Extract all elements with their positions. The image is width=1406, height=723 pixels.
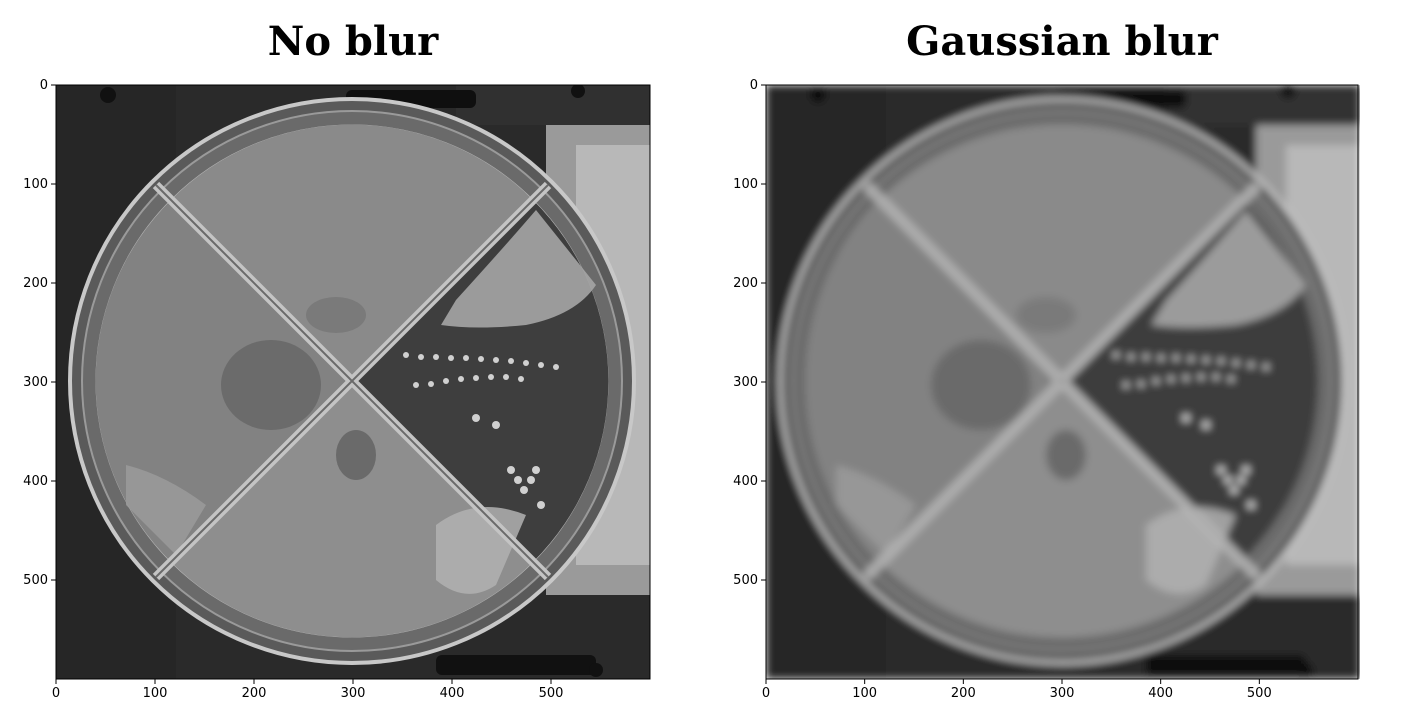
axes-no-blur: 0 100 200 300 400 500 0 100 200 300 400 500 <box>23 78 563 701</box>
y-tick-label: 0 <box>40 78 48 93</box>
y-tick-label: 400 <box>23 474 48 489</box>
image-no-blur <box>55 84 651 680</box>
x-tick-label: 300 <box>1050 686 1075 701</box>
x-tick-label: 500 <box>1247 686 1272 701</box>
x-tick-label: 0 <box>762 686 770 701</box>
y-tick-label: 400 <box>733 474 758 489</box>
y-tick-label: 100 <box>23 177 48 192</box>
x-tick-label: 500 <box>539 686 564 701</box>
panel-title-no-blur: No blur <box>267 18 439 65</box>
y-tick-label: 500 <box>23 573 48 588</box>
y-tick-label: 200 <box>23 276 48 291</box>
y-tick-label: 0 <box>750 78 758 93</box>
y-tick-label: 200 <box>733 276 758 291</box>
panel-title-gaussian-blur: Gaussian blur <box>906 18 1218 65</box>
y-tick-label: 300 <box>23 375 48 390</box>
x-tick-label: 300 <box>341 686 366 701</box>
x-tick-label: 200 <box>951 686 976 701</box>
x-tick-label: 100 <box>143 686 168 701</box>
y-tick-label: 100 <box>733 177 758 192</box>
y-tick-label: 300 <box>733 375 758 390</box>
x-tick-label: 200 <box>242 686 267 701</box>
x-tick-label: 0 <box>52 686 60 701</box>
axes-gaussian-blur: 0 100 200 300 400 500 0 100 200 300 400 500 <box>733 78 1272 701</box>
x-tick-label: 100 <box>852 686 877 701</box>
y-tick-label: 500 <box>733 573 758 588</box>
x-tick-label: 400 <box>1148 686 1173 701</box>
x-tick-label: 400 <box>440 686 465 701</box>
image-gaussian-blur <box>765 84 1360 680</box>
